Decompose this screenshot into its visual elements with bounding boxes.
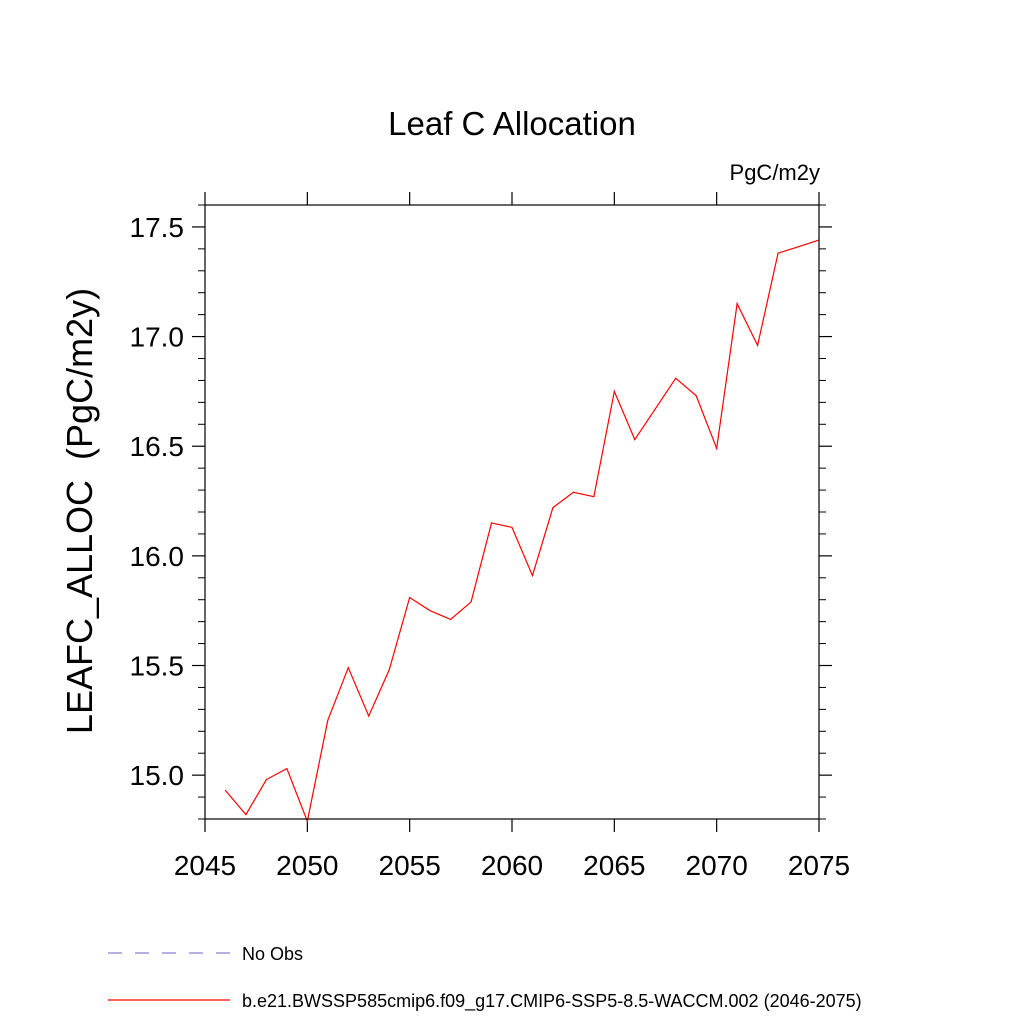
data-point	[757, 344, 759, 346]
data-point	[511, 526, 513, 528]
y-tick-label: 17.5	[130, 212, 185, 243]
y-axis-label: LEAFC_ALLOC (PgC/m2y)	[59, 288, 100, 734]
data-point	[695, 395, 697, 397]
data-point	[245, 814, 247, 816]
x-tick-label: 2050	[276, 850, 338, 881]
data-point	[327, 719, 329, 721]
data-point	[265, 778, 267, 781]
data-point	[777, 252, 779, 254]
y-tick-label: 15.5	[130, 651, 185, 682]
data-point	[531, 574, 534, 577]
x-tick-label: 2070	[686, 850, 748, 881]
x-tick-label: 2065	[583, 850, 645, 881]
legend-label: No Obs	[242, 944, 303, 964]
legend-label: b.e21.BWSSP585cmip6.f09_g17.CMIP6-SSP5-8…	[242, 991, 862, 1012]
y-tick-label: 16.0	[130, 541, 185, 572]
data-point	[613, 390, 615, 392]
data-point	[654, 408, 656, 410]
x-tick-label: 2060	[481, 850, 543, 881]
data-point	[572, 491, 575, 493]
x-tick-label: 2045	[174, 850, 236, 881]
y-tick-label: 17.0	[130, 322, 185, 353]
data-point	[286, 767, 288, 770]
x-tick-label: 2055	[379, 850, 441, 881]
data-point	[797, 246, 800, 248]
series-layer	[224, 239, 820, 824]
data-point	[470, 601, 472, 603]
y-tick-label: 15.0	[130, 760, 185, 791]
data-point	[306, 820, 308, 822]
data-point	[593, 496, 595, 498]
units-label: PgC/m2y	[730, 160, 820, 185]
data-point	[388, 669, 390, 671]
data-point	[675, 377, 677, 379]
data-point	[429, 610, 431, 612]
data-point	[736, 303, 738, 305]
data-point	[224, 789, 227, 792]
plot-frame	[204, 204, 820, 820]
data-point	[490, 522, 493, 524]
x-tick-label: 2075	[788, 850, 850, 881]
data-point	[716, 447, 718, 450]
y-tick-label: 16.5	[130, 431, 185, 462]
data-point	[450, 618, 452, 621]
legend: No Obs b.e21.BWSSP585cmip6.f09_g17.CMIP6-…	[108, 944, 862, 1012]
data-point	[634, 439, 636, 441]
chart-title: Leaf C Allocation	[388, 105, 636, 142]
data-point	[552, 507, 554, 509]
data-point	[368, 715, 370, 717]
data-point	[347, 667, 349, 669]
series-line	[225, 239, 820, 824]
data-point	[409, 596, 411, 599]
axes: 2045 2050 2055 2060 2065 2070 2075 15.0 15.5 16.0…	[130, 192, 850, 881]
